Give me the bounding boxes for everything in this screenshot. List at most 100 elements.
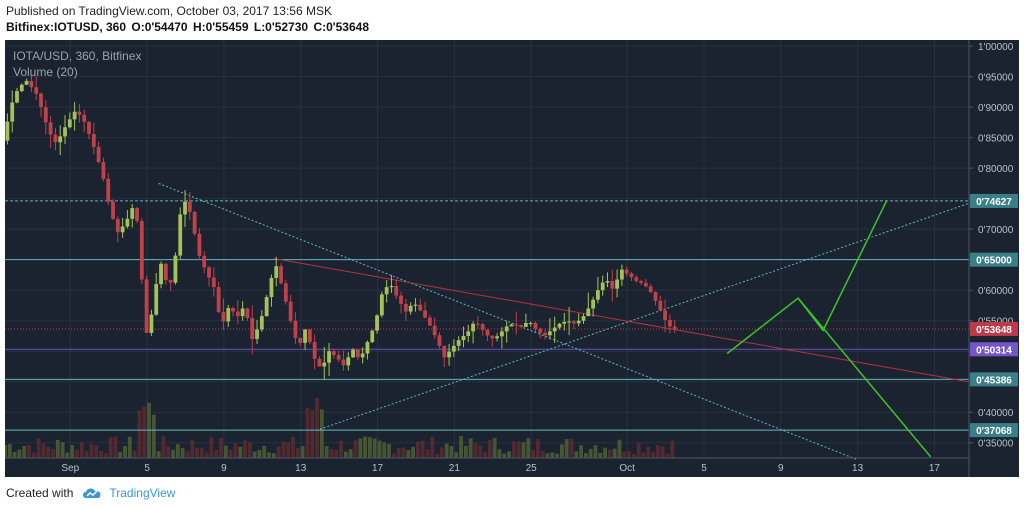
candle-body	[269, 277, 274, 298]
volume-bar	[521, 442, 526, 458]
volume-bar	[137, 410, 142, 458]
volume-bar	[430, 436, 435, 458]
volume-bar	[507, 451, 511, 458]
volume-bar	[276, 446, 281, 458]
candle-body	[178, 214, 183, 256]
volume-bar	[291, 436, 295, 458]
candle-body	[34, 87, 39, 94]
candle-body	[547, 331, 552, 336]
price-tick-label: 0'85000	[978, 134, 1014, 145]
candle-body	[571, 321, 576, 324]
candle-body	[48, 122, 53, 135]
volume-bar	[22, 446, 27, 458]
open-value: O:0'54470	[131, 20, 188, 34]
volume-bar	[391, 453, 396, 458]
published-caption: Published on TradingView.com, October 03…	[6, 4, 332, 18]
candle-body	[663, 310, 668, 320]
candle-body	[259, 316, 264, 330]
horizontal-levels[interactable]	[5, 200, 969, 431]
volume-bar	[262, 445, 267, 458]
candle-body	[514, 324, 519, 326]
volume-bar	[612, 448, 617, 458]
volume-bar	[271, 453, 276, 458]
volume-bar	[415, 441, 420, 458]
candle-body	[29, 80, 34, 88]
volume-bar	[660, 446, 665, 458]
volume-bar	[531, 449, 535, 458]
volume-bar	[247, 442, 252, 458]
candle-body	[10, 102, 15, 122]
candle-body	[605, 281, 610, 283]
volume-bar	[113, 436, 118, 458]
candle-body	[413, 304, 418, 306]
volume-bar	[243, 440, 247, 458]
volume-bar	[545, 453, 550, 458]
candle-body	[456, 340, 461, 346]
candle-body	[322, 362, 327, 367]
volume-bar	[60, 442, 65, 458]
candle-body	[485, 329, 490, 336]
volume-bar	[401, 447, 406, 458]
candle-body	[375, 315, 379, 331]
candle-body	[351, 349, 355, 358]
volume-bar	[377, 440, 382, 458]
candle-body	[15, 91, 19, 103]
volume-bar	[459, 436, 463, 458]
volume-bar	[526, 438, 531, 458]
candle-body	[634, 277, 639, 282]
volume-bar	[569, 438, 574, 458]
volume-bar	[156, 450, 161, 458]
candle-body	[591, 299, 595, 309]
volume-bar	[435, 453, 439, 458]
volume-bar	[478, 445, 483, 458]
volume-bar	[641, 452, 646, 458]
volume-bar	[598, 452, 603, 458]
volume-bar	[310, 409, 315, 458]
candle-body	[187, 201, 192, 212]
volume-bar	[348, 449, 353, 458]
level-label-text: 0'50314	[976, 345, 1012, 356]
price-tick-label: 0'95000	[978, 73, 1014, 84]
time-tick-label: 17	[929, 463, 941, 474]
candle-body	[115, 218, 120, 233]
level-label-text: 0'37068	[976, 426, 1012, 437]
price-chart[interactable]: 1'000000'950000'900000'850000'800000'750…	[5, 40, 1019, 477]
volume-bar	[343, 451, 348, 458]
footer: Created with TradingView	[6, 486, 175, 500]
candle-body	[519, 324, 523, 327]
candle-body	[202, 255, 207, 268]
grid	[5, 40, 969, 458]
volume-bar	[17, 449, 22, 458]
volume-bar	[51, 448, 55, 458]
tradingview-link[interactable]: TradingView	[109, 486, 176, 500]
ohlc-header: Bitfinex:IOTUSD, 360 O:0'54470 H:0'55459…	[6, 20, 371, 34]
volume-bar	[132, 450, 137, 458]
close-value: C:0'53648	[313, 20, 369, 34]
volume-bar	[550, 452, 555, 458]
volume-bar	[89, 443, 94, 458]
volume-bar	[46, 446, 51, 458]
level-label-box	[970, 252, 1018, 267]
volume-bar	[142, 406, 147, 458]
candle-body	[552, 327, 557, 332]
volume-bar	[651, 452, 656, 458]
candle-body	[341, 359, 346, 366]
candle-body	[557, 323, 562, 328]
volume-bar	[425, 449, 430, 458]
candle-body	[581, 316, 586, 321]
candle-body	[77, 111, 82, 115]
volume-bar	[108, 437, 113, 458]
candle-body	[336, 355, 341, 360]
candle-body	[144, 279, 149, 333]
candle-body	[447, 351, 451, 358]
volume-bar	[473, 443, 478, 458]
candle-body	[610, 281, 615, 289]
volume-bar	[449, 446, 454, 458]
candle-body	[149, 314, 154, 333]
level-label-box	[970, 342, 1018, 357]
volume-bar	[656, 445, 660, 458]
volume-bar	[492, 437, 497, 458]
candle-body	[303, 329, 307, 343]
candle-body	[120, 226, 125, 233]
level-label-box	[970, 193, 1018, 208]
